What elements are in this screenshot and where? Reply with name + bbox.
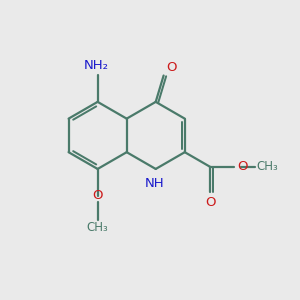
Text: NH₂: NH₂ bbox=[84, 59, 109, 72]
Text: NH: NH bbox=[144, 177, 164, 190]
Text: CH₃: CH₃ bbox=[87, 221, 109, 234]
Text: O: O bbox=[205, 196, 216, 208]
Text: O: O bbox=[92, 189, 103, 202]
Text: CH₃: CH₃ bbox=[256, 160, 278, 173]
Text: O: O bbox=[237, 160, 247, 173]
Text: O: O bbox=[166, 61, 176, 74]
